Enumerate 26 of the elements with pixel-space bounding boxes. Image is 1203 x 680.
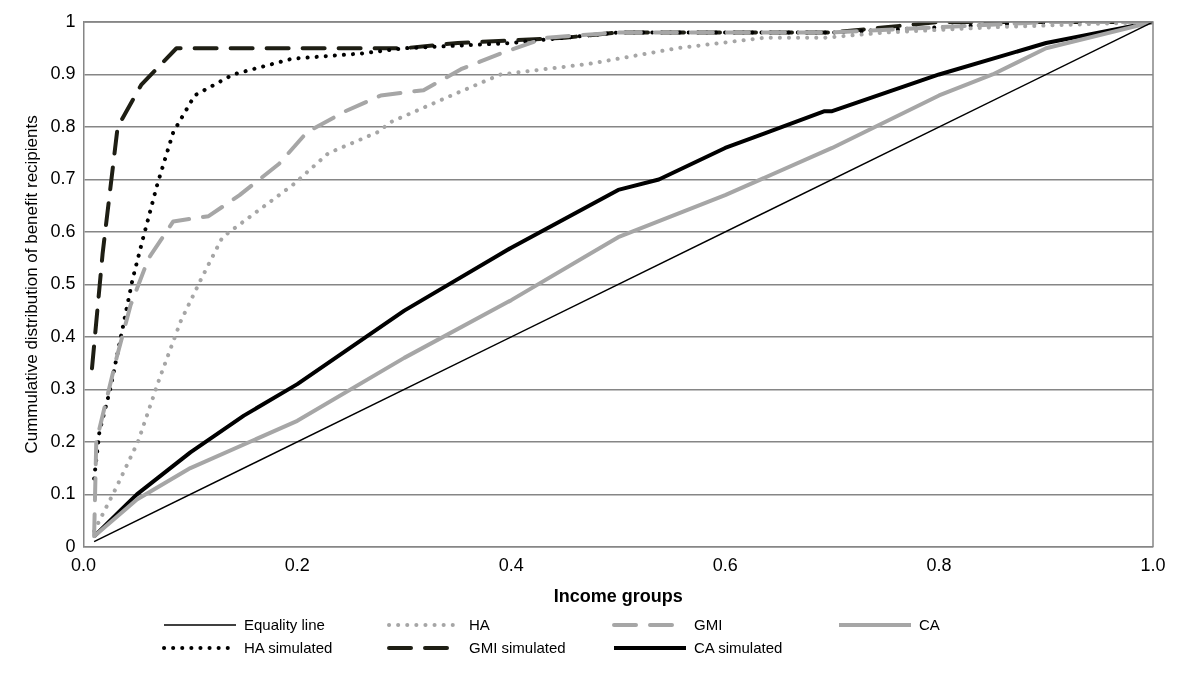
legend-label: Equality line <box>244 616 325 633</box>
y-tick-label: 0.3 <box>50 378 76 399</box>
y-tick-label: 0.5 <box>50 273 76 294</box>
x-tick-label: 0.6 <box>712 554 738 575</box>
y-tick-label: 0.9 <box>50 63 76 84</box>
y-tick-label: 0.8 <box>50 115 76 136</box>
legend-label: GMI <box>694 616 723 633</box>
legend-label: CA simulated <box>694 639 783 656</box>
y-tick-label: 0.2 <box>50 430 76 451</box>
legend-label: HA <box>469 616 490 633</box>
y-tick-label: 0.7 <box>50 168 76 189</box>
x-tick-label: 0.0 <box>70 554 96 575</box>
x-tick-label: 0.8 <box>926 554 952 575</box>
legend-label: HA simulated <box>244 639 333 656</box>
x-tick-label: 1.0 <box>1140 554 1166 575</box>
y-tick-label: 0.6 <box>50 220 76 241</box>
x-tick-label: 0.2 <box>284 554 310 575</box>
y-tick-label: 0.1 <box>50 483 76 504</box>
x-axis-title: Income groups <box>553 586 683 607</box>
y-axis-title: Cummulative distribution of benefit recipients <box>21 115 41 454</box>
x-tick-label: 0.4 <box>498 554 524 575</box>
y-tick-label: 0.4 <box>50 325 76 346</box>
legend-label: CA <box>919 616 940 633</box>
y-tick-label: 0 <box>65 535 76 556</box>
y-tick-label: 1 <box>65 10 76 31</box>
legend-label: GMI simulated <box>469 639 566 656</box>
